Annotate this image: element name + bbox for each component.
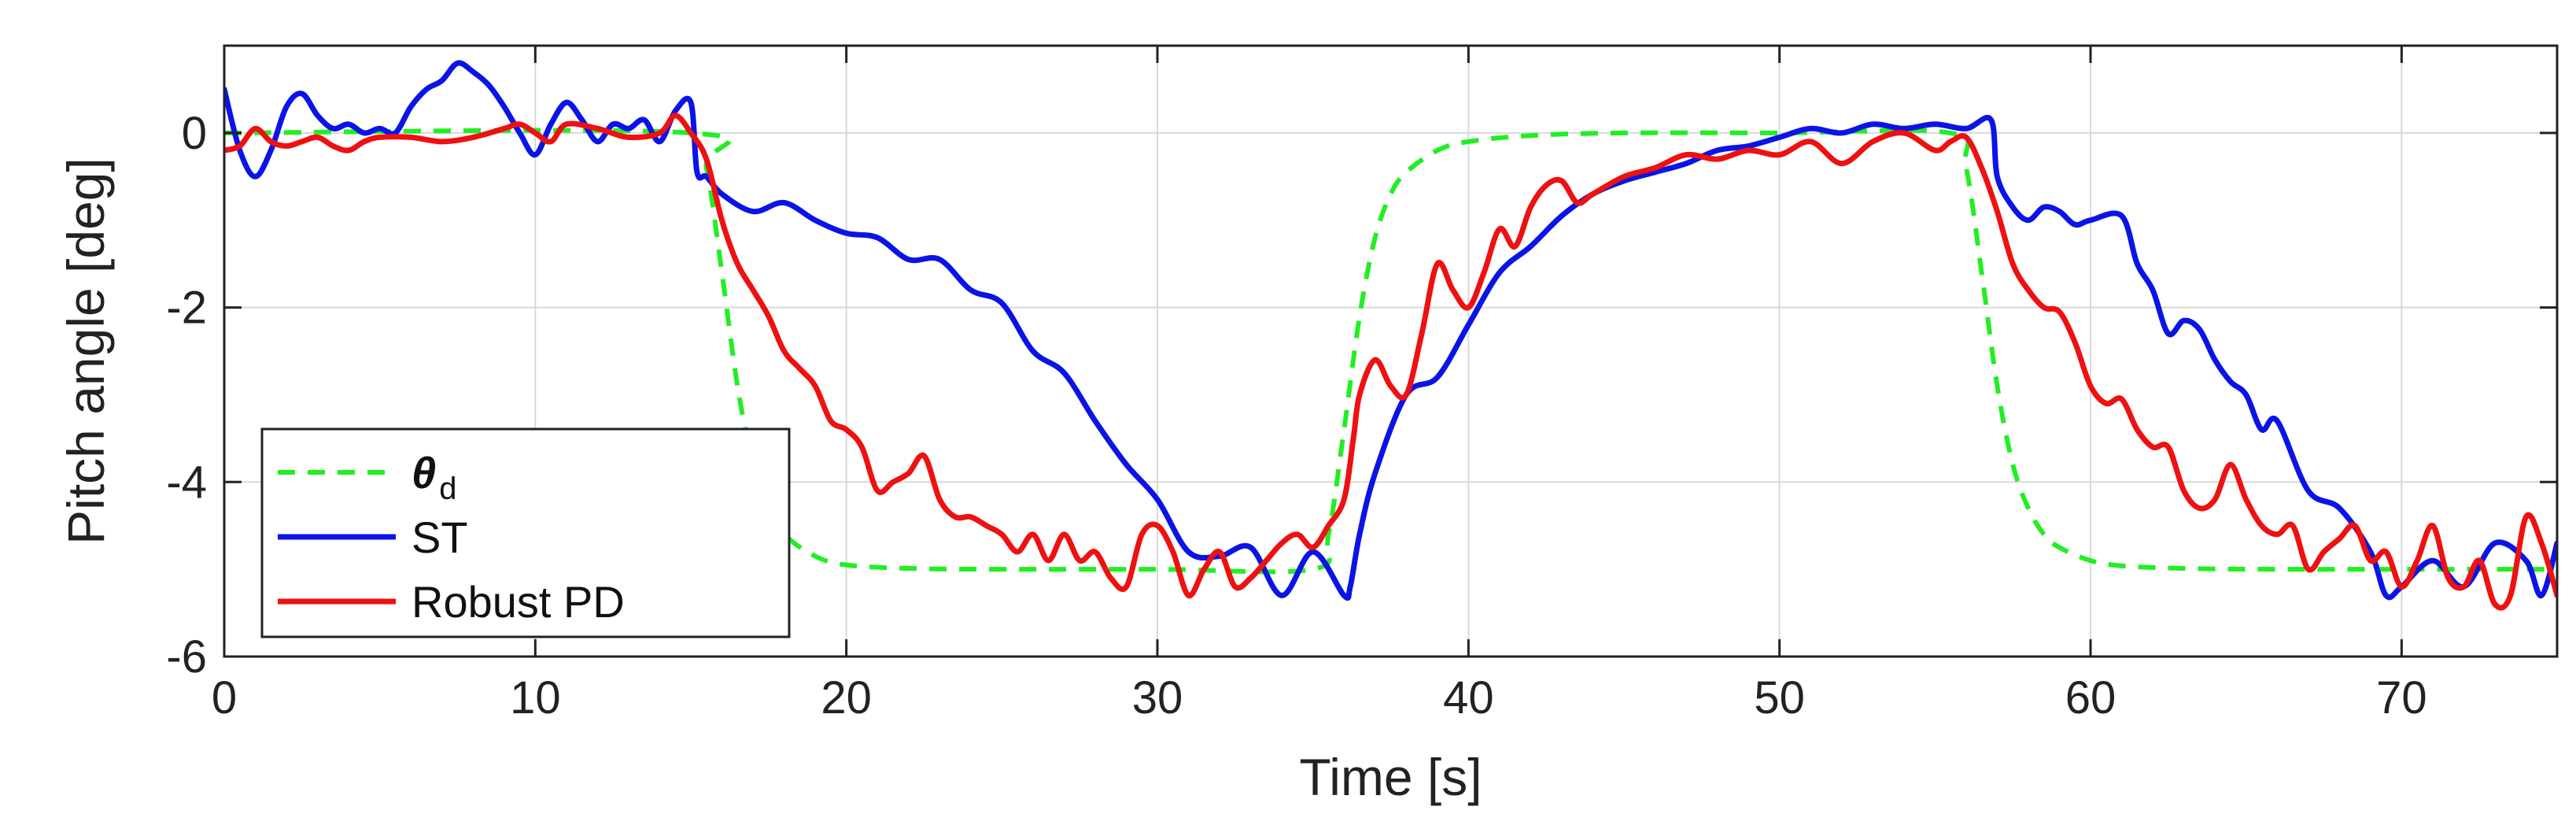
axes-frame [223, 44, 2559, 658]
y-axis-label: Pitch angle [deg] [57, 157, 115, 545]
legend: θ d ST Robust PD [260, 427, 791, 638]
x-tick-label: 60 [2065, 672, 2117, 723]
x-tick-label: 40 [1443, 672, 1494, 723]
x-tick-label: 10 [510, 672, 561, 723]
y-tick-label: 0 [182, 108, 207, 159]
legend-entry-label: ST [411, 512, 468, 562]
ticks: 0 10 20 30 40 50 60 70 -6 -4 -2 0 [166, 46, 2557, 723]
x-tick-label: 50 [1754, 672, 1805, 723]
y-tick-label: -6 [166, 631, 207, 683]
y-tick-label: -2 [166, 283, 207, 334]
legend-entry-label: Robust PD [411, 577, 625, 627]
x-axis-label: Time [s] [1299, 748, 1482, 806]
x-tick-label: 20 [821, 672, 872, 723]
plot-series [224, 60, 2557, 611]
x-tick-label: 70 [2376, 672, 2427, 723]
series-line-st [224, 60, 2557, 601]
y-tick-label: -4 [166, 457, 207, 508]
x-tick-label: 30 [1132, 672, 1183, 723]
series-line-robust-pd [224, 113, 2557, 611]
x-tick-label: 0 [212, 672, 237, 723]
legend-subscript: d [439, 472, 456, 506]
